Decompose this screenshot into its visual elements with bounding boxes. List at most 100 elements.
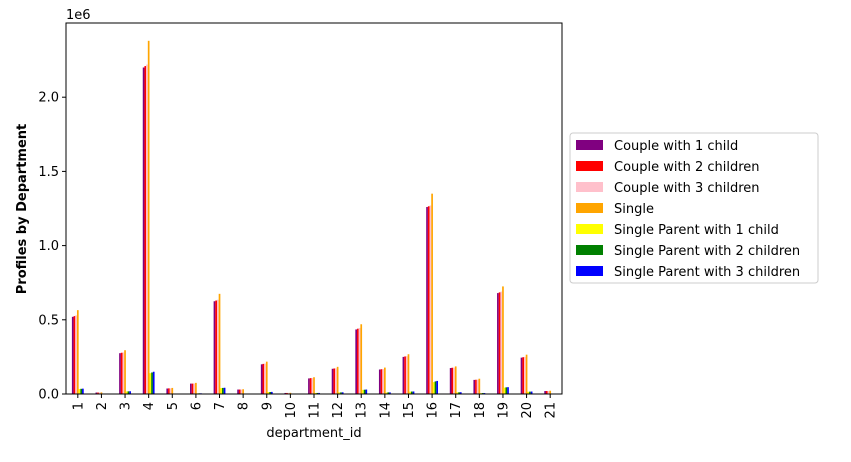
bar-dept-5-series-3 [169,388,172,394]
bar-dept-11-series-6 [316,392,319,394]
bar-dept-20-series-3 [524,356,526,394]
bar-dept-18-series-1 [473,379,476,394]
bar-dept-5-series-2 [168,388,170,394]
y-tick-label: 1.0 [38,239,59,254]
bar-dept-12-series-2 [333,368,336,394]
bar-dept-16-series-6 [434,381,437,394]
x-tick-label: 4 [142,402,157,410]
bar-dept-14-series-2 [380,369,383,394]
x-tick-label: 16 [426,402,441,419]
x-tick-label: 3 [119,402,134,410]
bar-dept-3-series-5 [125,391,128,394]
x-tick-label: 10 [284,402,299,419]
bar-dept-19-series-7 [507,387,509,394]
bar-dept-12-series-3 [335,368,337,394]
bar-dept-4-series-3 [146,64,148,395]
bar-dept-7-series-3 [216,299,219,394]
legend-swatch-6 [576,245,603,255]
bar-dept-16-series-4 [431,193,433,394]
bar-dept-19-series-3 [500,291,503,394]
bar-dept-13-series-7 [365,389,368,394]
bar-dept-14-series-6 [387,392,390,394]
bars-layer [71,40,557,395]
bar-dept-19-series-2 [498,292,501,394]
x-tick-label: 5 [166,402,181,410]
bar-dept-17-series-7 [459,392,462,394]
bar-dept-9-series-4 [265,361,268,394]
bar-dept-15-series-3 [405,356,408,394]
legend-swatch-1 [576,140,603,150]
bar-dept-9-series-5 [267,392,270,394]
bar-dept-9-series-7 [270,391,273,394]
bar-dept-21-series-4 [549,390,552,394]
bar-dept-17-series-3 [453,367,455,394]
bar-dept-17-series-1 [449,368,452,394]
bar-dept-4-series-5 [149,373,152,394]
bar-dept-4-series-7 [152,371,155,394]
bar-dept-8-series-1 [237,389,239,394]
bar-dept-1-series-6 [80,388,83,394]
bar-dept-13-series-6 [363,389,366,394]
y-axis: 0.0 0.5 1.0 1.5 2.0 [38,91,66,403]
x-tick-label: 6 [189,402,204,410]
bar-dept-4-series-4 [147,40,150,395]
legend-swatch-7 [576,266,603,276]
bar-dept-19-series-4 [502,286,504,394]
legend-label-5: Single Parent with 1 child [614,223,779,238]
legend-swatch-5 [576,224,603,234]
bar-dept-2-series-4 [100,392,103,394]
bar-dept-15-series-6 [411,391,413,394]
bar-dept-20-series-1 [520,357,523,394]
bar-dept-8-series-2 [238,389,241,394]
bar-dept-12-series-7 [341,392,344,394]
y-tick-label: 1.5 [38,165,59,180]
bar-dept-6-series-4 [195,382,197,394]
bar-dept-6-series-3 [193,383,196,394]
bar-dept-20-series-6 [529,391,531,394]
bar-dept-16-series-3 [429,205,432,394]
bar-dept-15-series-5 [409,391,412,394]
bar-dept-15-series-7 [412,391,415,394]
bar-dept-20-series-2 [522,357,525,394]
bar-dept-17-series-5 [456,392,459,394]
bar-dept-3-series-4 [124,350,126,394]
bar-dept-4-series-1 [142,67,145,395]
bar-dept-13-series-2 [357,328,359,394]
bar-dept-14-series-7 [389,392,391,394]
x-tick-label: 14 [378,402,393,419]
bar-dept-15-series-4 [407,354,410,394]
bar-dept-4-series-2 [144,66,147,394]
bar-dept-17-series-6 [458,392,460,394]
x-tick-label: 18 [473,402,488,419]
x-axis: 1 2 3 4 5 6 7 8 9 10 11 12 13 14 15 16 17 18 19 20 21 [71,394,559,419]
x-tick-label: 7 [213,402,228,410]
bar-dept-9-series-3 [264,363,266,394]
x-tick-label: 20 [520,402,535,419]
bar-dept-6-series-1 [190,383,192,394]
bar-dept-20-series-5 [527,391,530,394]
bar-dept-12-series-1 [331,368,334,394]
bar-dept-16-series-1 [426,207,428,394]
bar-dept-1-series-2 [73,316,76,394]
x-tick-label: 19 [496,402,511,419]
x-tick-label: 15 [402,402,417,419]
x-tick-label: 8 [237,402,252,410]
bar-dept-7-series-7 [223,387,226,394]
y-tick-label: 0.5 [38,313,59,328]
legend-label-2: Couple with 2 children [614,160,760,175]
bar-dept-9-series-6 [269,392,271,394]
legend-swatch-2 [576,161,603,171]
bar-dept-16-series-5 [432,382,435,394]
bar-dept-19-series-6 [505,387,508,394]
x-tick-label: 12 [331,402,346,419]
legend-label-7: Single Parent with 3 children [614,265,800,280]
bar-dept-8-series-3 [240,389,243,394]
legend-label-6: Single Parent with 2 children [614,244,800,259]
bar-dept-21-series-2 [545,391,548,394]
legend: Couple with 1 child Couple with 2 childre… [569,132,819,284]
bar-dept-7-series-5 [220,388,223,394]
x-axis-label: department_id [266,426,361,441]
legend-swatch-3 [576,182,603,192]
y-tick-label: 2.0 [38,91,59,106]
bar-dept-3-series-2 [120,352,123,394]
